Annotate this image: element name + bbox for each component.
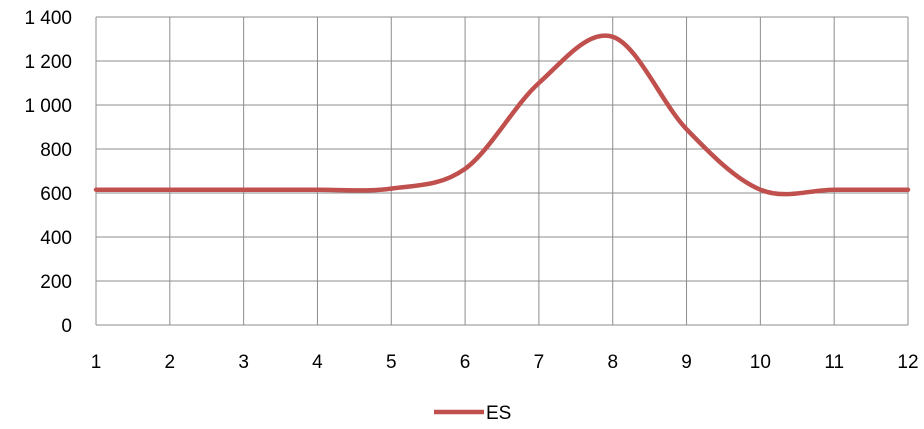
legend: ES xyxy=(434,403,511,424)
y-axis-tick-labels: 0 200 400 600 800 1 000 1 200 1 400 xyxy=(24,8,72,337)
y-tick-label: 200 xyxy=(40,272,72,293)
y-tick-label: 600 xyxy=(40,184,72,205)
x-tick-label: 2 xyxy=(165,352,176,373)
grid-lines xyxy=(96,16,909,325)
series-lines xyxy=(93,33,911,197)
x-tick-label: 11 xyxy=(824,352,844,373)
y-tick-label: 1 400 xyxy=(24,8,72,29)
y-tick-label: 400 xyxy=(40,228,72,249)
y-tick-label: 800 xyxy=(40,140,72,161)
x-tick-label: 6 xyxy=(460,352,471,373)
series-line-es xyxy=(93,33,911,197)
x-tick-label: 5 xyxy=(386,352,397,373)
x-tick-label: 10 xyxy=(750,352,771,373)
y-tick-label: 0 xyxy=(61,316,72,337)
x-axis-tick-labels: 1 2 3 4 5 6 7 8 9 10 11 12 xyxy=(91,352,919,373)
x-tick-label: 4 xyxy=(312,352,323,373)
y-tick-label: 1 000 xyxy=(24,96,72,117)
x-tick-label: 12 xyxy=(897,352,918,373)
x-tick-label: 1 xyxy=(91,352,102,373)
x-tick-label: 7 xyxy=(534,352,545,373)
y-tick-label: 1 200 xyxy=(24,52,72,73)
x-tick-label: 3 xyxy=(238,352,249,373)
axes xyxy=(95,17,908,326)
legend-label-es: ES xyxy=(486,403,511,424)
x-tick-label: 9 xyxy=(681,352,692,373)
x-tick-label: 8 xyxy=(607,352,618,373)
